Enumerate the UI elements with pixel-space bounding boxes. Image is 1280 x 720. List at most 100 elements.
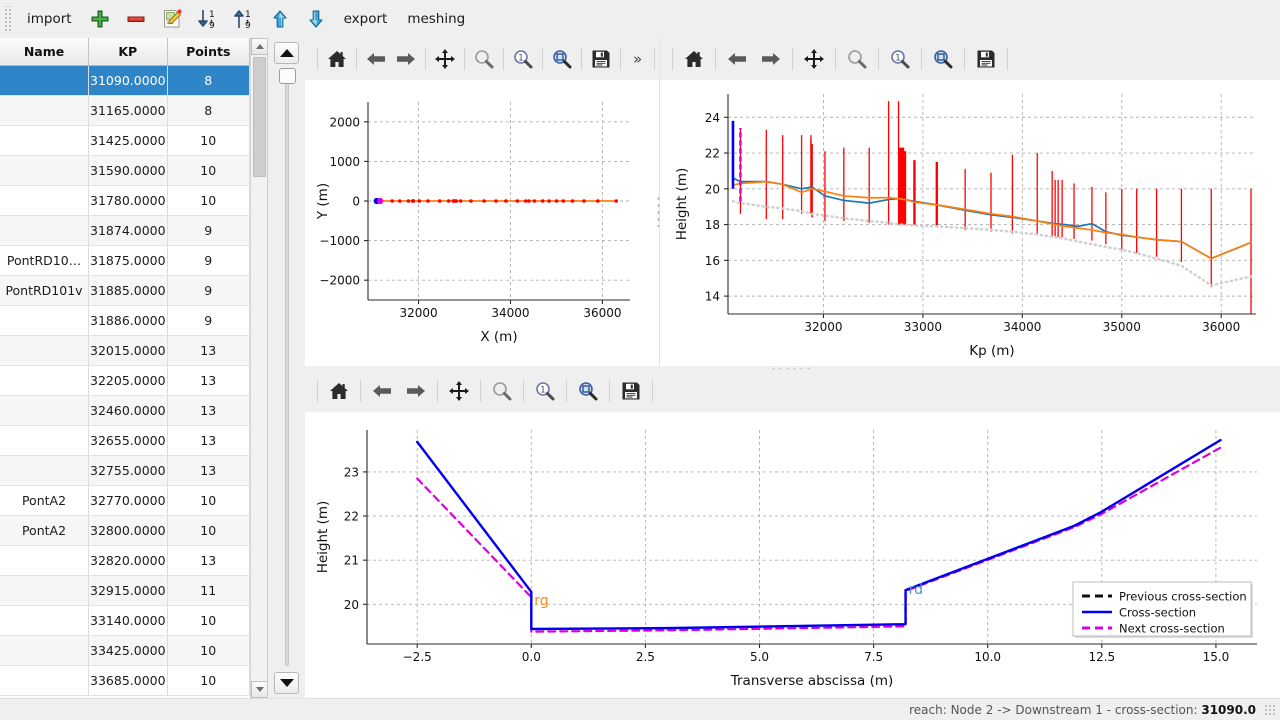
navigate-previous-button[interactable] — [274, 42, 299, 64]
cell-kp[interactable]: 31885.0000 — [88, 275, 168, 306]
save-figure-button[interactable] — [969, 42, 1003, 76]
cell-name[interactable] — [0, 665, 90, 696]
zoom-rect-button[interactable] — [571, 374, 605, 408]
cell-points[interactable]: 10 — [167, 665, 250, 696]
cell-kp[interactable]: 31874.0000 — [88, 215, 168, 246]
navigate-next-button[interactable] — [274, 672, 299, 694]
scroll-up-button[interactable] — [251, 38, 267, 55]
cell-name[interactable] — [0, 365, 90, 396]
edit-cross-section-button[interactable] — [157, 4, 187, 34]
save-figure-button[interactable] — [586, 42, 616, 76]
export-button[interactable]: export — [343, 11, 388, 27]
cell-points[interactable]: 9 — [167, 305, 250, 336]
cell-kp[interactable]: 32755.0000 — [88, 455, 168, 486]
pan-button[interactable] — [442, 374, 476, 408]
cell-name[interactable] — [0, 575, 90, 606]
cell-points[interactable]: 13 — [167, 395, 250, 426]
table-row[interactable]: 32915.0000 11 — [0, 575, 250, 606]
home-button[interactable] — [322, 374, 356, 408]
cell-name[interactable]: PontA2 — [0, 515, 90, 546]
cell-points[interactable]: 10 — [167, 185, 250, 216]
cell-name[interactable] — [0, 335, 90, 366]
slider-groove[interactable] — [285, 70, 289, 666]
cell-points[interactable]: 11 — [167, 575, 250, 606]
cell-kp[interactable]: 31165.0000 — [88, 95, 168, 126]
table-row[interactable]: 31425.0000 10 — [0, 125, 250, 156]
cell-name[interactable] — [0, 95, 90, 126]
table-row[interactable]: PontRD10… 31875.0000 9 — [0, 245, 250, 276]
scroll-down-button[interactable] — [251, 681, 267, 698]
toolbar-overflow-button[interactable]: » — [633, 50, 643, 68]
cell-name[interactable] — [0, 425, 90, 456]
cell-name[interactable] — [0, 155, 90, 186]
cell-kp[interactable]: 32915.0000 — [88, 575, 168, 606]
cell-kp[interactable]: 31780.0000 — [88, 185, 168, 216]
cell-kp[interactable]: 32770.0000 — [88, 485, 168, 516]
zoom-out-button[interactable] — [840, 42, 874, 76]
cell-name[interactable] — [0, 455, 90, 486]
cell-kp[interactable]: 32015.0000 — [88, 335, 168, 366]
table-vertical-scrollbar[interactable] — [250, 38, 267, 698]
table-row[interactable]: 32820.0000 13 — [0, 545, 250, 576]
back-button[interactable] — [361, 42, 391, 76]
cell-points[interactable]: 13 — [167, 455, 250, 486]
cell-points[interactable]: 10 — [167, 515, 250, 546]
back-button[interactable] — [720, 42, 754, 76]
resize-grip[interactable] — [1264, 704, 1277, 717]
longitudinal-profile-canvas[interactable]: 32000 33000 34000 35000 36000 14 16 18 20 22 24 Kp … — [660, 80, 1280, 366]
table-row[interactable]: PontA2 32800.0000 10 — [0, 515, 250, 546]
cell-name[interactable] — [0, 125, 90, 156]
cell-points[interactable]: 9 — [167, 245, 250, 276]
forward-button[interactable] — [754, 42, 788, 76]
move-up-button[interactable] — [265, 4, 295, 34]
cell-points[interactable]: 10 — [167, 635, 250, 666]
cell-points[interactable]: 10 — [167, 485, 250, 516]
forward-button[interactable] — [399, 374, 433, 408]
slider-handle[interactable] — [279, 68, 296, 84]
toolbar-drag-grip[interactable] — [3, 6, 13, 32]
cell-points[interactable]: 8 — [167, 65, 250, 96]
cell-name[interactable] — [0, 545, 90, 576]
cell-points[interactable]: 9 — [167, 275, 250, 306]
cell-name[interactable] — [0, 635, 90, 666]
zoom-rect-button[interactable] — [547, 42, 577, 76]
cell-points[interactable]: 13 — [167, 545, 250, 576]
cell-kp[interactable]: 33425.0000 — [88, 635, 168, 666]
sort-ascending-button[interactable]: 1 9 — [229, 4, 259, 34]
cell-kp[interactable]: 31090.0000 — [88, 65, 168, 96]
cell-points[interactable]: 8 — [167, 95, 250, 126]
cell-kp[interactable]: 31590.0000 — [88, 155, 168, 186]
cross-section-navigator-slider[interactable] — [268, 38, 304, 698]
save-figure-button[interactable] — [614, 374, 648, 408]
cell-name[interactable] — [0, 605, 90, 636]
table-row[interactable]: 31886.0000 9 — [0, 305, 250, 336]
cell-points[interactable]: 13 — [167, 335, 250, 366]
cell-points[interactable]: 13 — [167, 365, 250, 396]
table-row[interactable]: 33140.0000 10 — [0, 605, 250, 636]
cell-name[interactable]: PontRD10… — [0, 245, 90, 276]
cell-name[interactable] — [0, 65, 90, 96]
cell-name[interactable] — [0, 215, 90, 246]
horizontal-splitter-grip[interactable] — [770, 366, 810, 371]
table-row[interactable]: 32655.0000 13 — [0, 425, 250, 456]
home-button[interactable] — [322, 42, 352, 76]
cell-kp[interactable]: 33685.0000 — [88, 665, 168, 696]
forward-button[interactable] — [391, 42, 421, 76]
table-row[interactable]: PontRD101v 31885.0000 9 — [0, 275, 250, 306]
back-button[interactable] — [365, 374, 399, 408]
sort-descending-button[interactable]: 1 9 — [193, 4, 223, 34]
column-header-kp[interactable]: KP — [88, 38, 168, 66]
pan-button[interactable] — [797, 42, 831, 76]
table-row[interactable]: PontA2 32770.0000 10 — [0, 485, 250, 516]
zoom-out-button[interactable] — [469, 42, 499, 76]
cell-name[interactable] — [0, 305, 90, 336]
cell-points[interactable]: 10 — [167, 605, 250, 636]
remove-cross-section-button[interactable] — [121, 4, 151, 34]
home-button[interactable] — [677, 42, 711, 76]
zoom-one-button[interactable]: 1 — [508, 42, 538, 76]
cell-points[interactable]: 10 — [167, 125, 250, 156]
column-header-name[interactable]: Name — [0, 38, 90, 66]
import-button[interactable]: import — [27, 11, 72, 27]
cell-name[interactable] — [0, 395, 90, 426]
cell-kp[interactable]: 31425.0000 — [88, 125, 168, 156]
